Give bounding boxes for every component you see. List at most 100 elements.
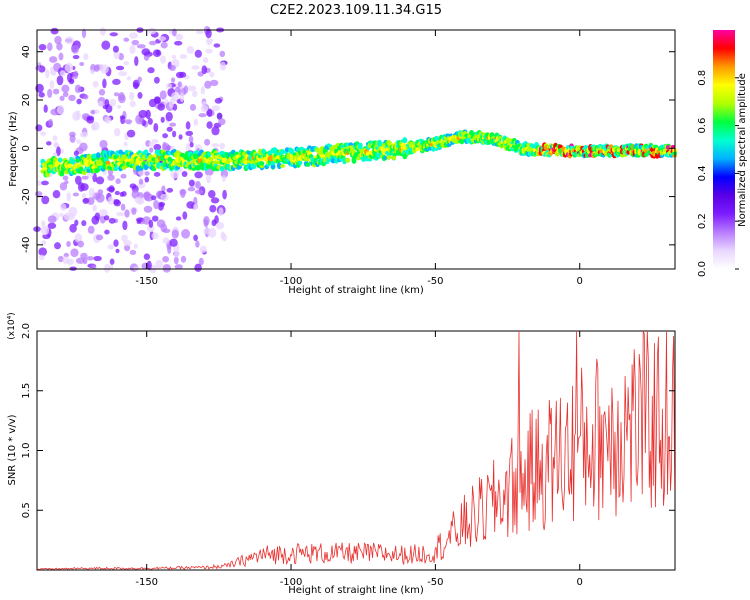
spectrogram-cell <box>169 238 178 247</box>
spectrogram-cell <box>185 130 194 137</box>
spectrogram-cell <box>129 32 138 39</box>
spectrogram-cell <box>174 264 183 270</box>
spectrogram-cell <box>558 144 563 149</box>
spectrogram-cell <box>52 189 61 199</box>
spectrogram-cell <box>144 171 150 176</box>
spectrogram-cell <box>68 206 78 217</box>
spectrogram-cell <box>59 95 65 102</box>
spectrogram-cell <box>56 42 63 51</box>
spectrogram-cell <box>59 70 66 77</box>
spectrogram-cell <box>48 118 53 126</box>
spectrogram-cell <box>143 253 151 261</box>
spectrogram-cell <box>50 27 59 35</box>
x-tick-label: 0 <box>577 276 583 287</box>
spectrogram-cell <box>204 80 212 89</box>
spectrogram-cell <box>357 145 363 150</box>
spectrogram-cell <box>62 175 69 181</box>
colorbar-gradient <box>713 30 735 269</box>
spectrogram-cell <box>157 103 166 111</box>
spectrogram-frame <box>36 29 676 270</box>
spectrogram-cells <box>33 25 678 274</box>
spectrogram-cell <box>143 191 151 201</box>
spectrogram-cell <box>170 170 180 179</box>
spectrogram-cell <box>93 64 100 72</box>
spectrogram-cell <box>97 100 104 107</box>
spectrogram-cell <box>151 232 159 240</box>
spectrogram-cell <box>77 240 85 248</box>
spectrogram-cell <box>178 134 183 140</box>
spectrogram-cell <box>59 212 64 217</box>
spectrogram-cell <box>136 44 146 49</box>
spectrogram-cell <box>74 84 82 94</box>
spectrogram-cell <box>165 111 173 122</box>
spectrogram-cell <box>169 122 177 127</box>
spectrogram-cell <box>165 83 173 89</box>
y-tick-label: 1.0 <box>21 443 32 459</box>
spectrogram-cell <box>116 212 125 217</box>
spectrogram-cell <box>83 53 89 60</box>
spectrogram-cell <box>211 126 220 136</box>
spectrogram-cell <box>57 255 64 263</box>
spectrogram-cell <box>45 69 50 79</box>
spectrogram-cell <box>113 239 119 247</box>
spectrogram-cell <box>108 217 116 224</box>
spectrogram-cell <box>151 195 157 201</box>
spectrogram-cell <box>153 96 161 104</box>
spectrogram-cell <box>155 259 163 269</box>
spectrogram-cell <box>99 27 106 36</box>
x-tick-label: -100 <box>280 577 303 588</box>
spectrogram-cell <box>118 71 128 77</box>
spectrogram-cell <box>144 176 150 183</box>
spectrogram-cell <box>270 164 276 169</box>
spectrogram-cell <box>34 191 43 197</box>
spectrogram-cell <box>69 223 77 233</box>
spectrogram-cell <box>97 189 104 195</box>
spectrogram-cell <box>148 40 157 46</box>
spectrogram-cell <box>120 203 126 211</box>
spectrogram-cell <box>73 70 79 80</box>
spectrogram-cell <box>74 233 83 243</box>
snr-y-scale-label: (x10⁴) <box>7 312 17 339</box>
spectrogram-cell <box>129 91 135 101</box>
spectrogram-cell <box>222 189 227 200</box>
spectrogram-cell <box>126 129 136 138</box>
spectrogram-cell <box>118 52 124 61</box>
spectrogram-cell <box>60 203 67 211</box>
spectrogram-cell <box>138 178 144 185</box>
spectrogram-cell <box>142 216 151 225</box>
spectrogram-cell <box>153 143 162 151</box>
spectrogram-cell <box>162 237 170 244</box>
spectrogram-cell <box>166 187 174 193</box>
spectrogram-cell <box>200 86 206 95</box>
spectrogram-cell <box>38 91 45 98</box>
spectrogram-cell <box>69 131 76 138</box>
spectrogram-cell <box>415 147 420 152</box>
spectrogram-cell <box>219 165 225 172</box>
spectrogram-cell <box>175 33 184 41</box>
spectrogram-cell <box>218 118 226 126</box>
spectrogram-cell <box>66 241 71 247</box>
spectrogram-cell <box>68 78 75 85</box>
snr-y-ticks: 0.5 1.0 1.5 2.0 <box>21 323 675 518</box>
spectrogram-cell <box>159 90 167 100</box>
spectrogram-cell <box>36 180 42 186</box>
spectrogram-cell <box>72 55 80 60</box>
spectrogram-cell <box>57 157 63 163</box>
spectrogram-cell <box>129 44 136 54</box>
spectrogram-cell <box>120 173 127 179</box>
spectrogram-cell <box>35 124 43 132</box>
spectrogram-cell <box>59 182 68 191</box>
spectrogram-cell <box>112 45 119 53</box>
spectrogram-cell <box>153 200 160 210</box>
spectrogram-cell <box>221 175 226 182</box>
spectrogram-cell <box>170 77 176 83</box>
spectrogram-cell <box>193 234 198 242</box>
spectrogram-cell <box>198 257 204 266</box>
snr-y-label: SNR (10 * v/v) <box>7 414 18 485</box>
spectrogram-cell <box>161 185 166 193</box>
spectrogram-cell <box>62 256 70 264</box>
y-tick-label: 0 <box>21 145 32 151</box>
spectrogram-cell <box>64 62 74 73</box>
spectrogram-cell <box>345 157 350 163</box>
spectrogram-cell <box>146 260 152 271</box>
